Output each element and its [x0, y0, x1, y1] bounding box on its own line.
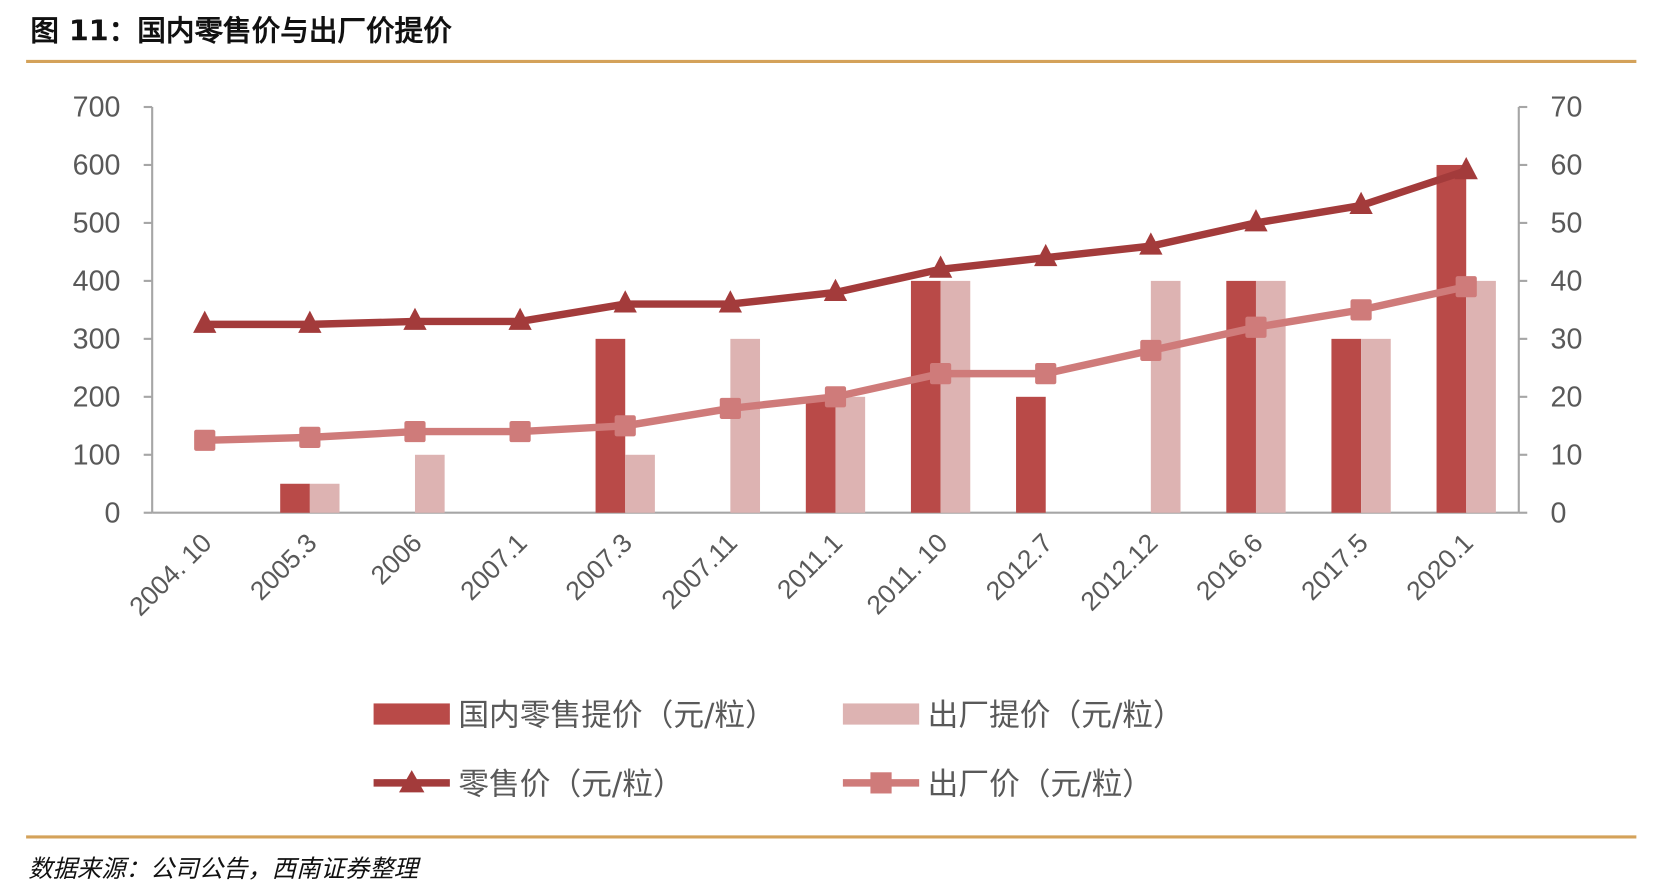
x-tick-label: 2012.12	[1075, 528, 1164, 617]
factory-price-point	[1245, 316, 1267, 338]
right-tick-label: 40	[1551, 265, 1583, 297]
retail-increase-bar	[910, 280, 941, 513]
factory-increase-bar	[1255, 280, 1286, 513]
legend: 国内零售提价（元/粒） 出厂提价（元/粒） 零售价（元/粒） 出厂价（元/粒）	[373, 698, 1184, 803]
retail-increase-bar	[805, 396, 836, 513]
left-tick-label: 200	[73, 381, 121, 413]
factory-price-point	[930, 363, 952, 385]
right-tick-label: 10	[1551, 439, 1583, 471]
factory-price-point	[824, 386, 847, 408]
retail-price-point	[1139, 232, 1163, 255]
plot-area: 0 100 200 300 400 500 600 700 0 10 20 30 40 50 60 70 200…	[73, 92, 1583, 622]
retail-price-point	[1349, 191, 1373, 215]
factory-price-point	[1455, 276, 1477, 298]
left-tick-label: 700	[73, 92, 121, 124]
right-tick-label: 50	[1551, 207, 1583, 239]
legend-label: 出厂价（元/粒）	[928, 767, 1153, 803]
x-tick-label: 2011. 10	[861, 528, 954, 621]
legend-triangle-marker	[399, 770, 425, 793]
x-tick-label: 2012.7	[980, 528, 1058, 606]
factory-price-point	[1350, 299, 1372, 321]
x-tick-label: 2007.3	[559, 528, 637, 606]
left-tick-label: 600	[73, 149, 121, 181]
retail-increase-bar	[1436, 164, 1467, 513]
x-tick-label: 2006	[365, 528, 428, 591]
legend-square-marker	[870, 772, 892, 794]
retail-price-point	[1454, 156, 1478, 180]
factory-price-point	[299, 426, 321, 448]
legend-swatch-bar	[373, 703, 450, 725]
factory-price-point	[719, 397, 741, 420]
left-tick-label: 100	[73, 439, 121, 471]
right-tick-label: 0	[1551, 497, 1567, 529]
retail-price-point	[1034, 243, 1058, 267]
retail-increase-bar	[1016, 396, 1046, 513]
retail-price-point	[403, 307, 427, 330]
retail-price-point	[613, 290, 637, 313]
x-tick-label: 2020.1	[1400, 528, 1478, 606]
retail-price-point	[928, 255, 953, 278]
legend-swatch-bar	[842, 703, 920, 725]
right-tick-label: 20	[1551, 381, 1583, 413]
left-tick-label: 300	[73, 323, 121, 355]
retail-price-point	[193, 310, 217, 333]
left-tick-label: 400	[73, 265, 121, 297]
factory-price-point	[404, 420, 426, 443]
right-tick-label: 70	[1551, 92, 1583, 124]
factory-increase-bar	[730, 338, 761, 513]
factory-increase-bar	[940, 280, 971, 513]
factory-price-point	[614, 415, 636, 437]
factory-price-point	[509, 420, 531, 443]
factory-increase-bar	[1150, 280, 1181, 513]
left-tick-label: 500	[73, 207, 121, 239]
legend-label: 国内零售提价（元/粒）	[458, 698, 776, 734]
retail-price-point	[298, 310, 322, 333]
retail-price-point	[508, 307, 532, 330]
x-tick-label: 2007.11	[656, 528, 743, 615]
right-tick-label: 30	[1551, 323, 1583, 355]
source-note: 数据来源：公司公告，西南证券整理	[28, 854, 421, 883]
retail-price-point	[1244, 209, 1268, 232]
x-tick-label: 2011.1	[771, 528, 848, 605]
legend-label: 出厂提价（元/粒）	[928, 698, 1184, 734]
legend-label: 零售价（元/粒）	[458, 767, 683, 803]
left-tick-label: 0	[104, 497, 120, 529]
x-tick-label: 2017.5	[1295, 528, 1373, 606]
factory-price-point	[1140, 339, 1162, 362]
retail-increase-bar	[280, 483, 310, 513]
figure-title: 图 11：国内零售价与出厂价提价	[30, 13, 452, 47]
retail-increase-bar	[1226, 280, 1256, 513]
factory-price-point	[194, 429, 216, 451]
x-tick-label: 2005.3	[244, 528, 322, 606]
factory-increase-bar	[625, 454, 655, 513]
retail-increase-bar	[1331, 338, 1362, 513]
x-tick-label: 2016.6	[1190, 528, 1268, 606]
retail-price-point	[823, 278, 848, 301]
factory-increase-bar	[309, 483, 340, 513]
factory-increase-bar	[835, 396, 866, 513]
factory-increase-bar	[1361, 338, 1391, 513]
factory-increase-bar	[414, 454, 445, 513]
right-tick-label: 60	[1551, 149, 1583, 181]
x-tick-label: 2007.1	[454, 528, 532, 606]
retail-price-point	[718, 290, 743, 313]
x-tick-label: 2004. 10	[123, 528, 217, 622]
factory-price-point	[1035, 363, 1057, 385]
factory-increase-bar	[1466, 280, 1496, 513]
